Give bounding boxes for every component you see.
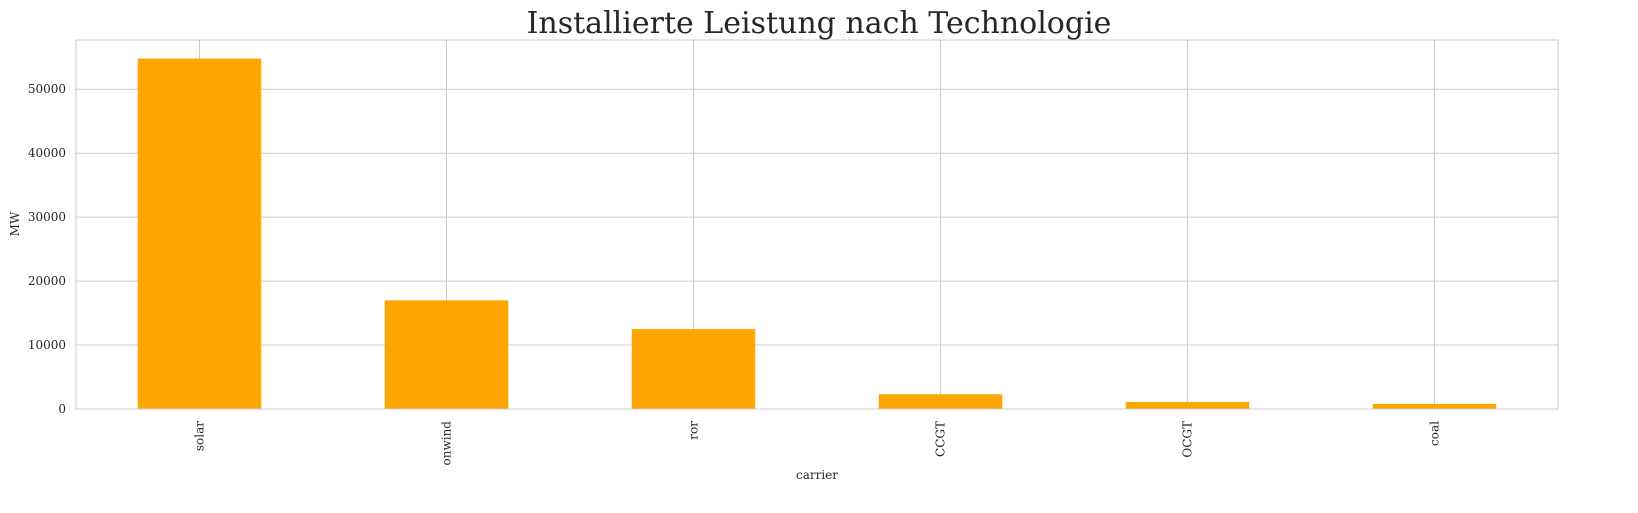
x-tick-label: onwind bbox=[440, 421, 454, 466]
x-tick-label: OCGT bbox=[1181, 421, 1195, 458]
bar-coal bbox=[1372, 403, 1497, 409]
x-tick-label: solar bbox=[193, 421, 207, 451]
y-tick-label: 10000 bbox=[28, 338, 66, 352]
x-axis-label: carrier bbox=[796, 468, 838, 482]
bar-CCGT bbox=[878, 394, 1003, 409]
y-tick-label: 50000 bbox=[28, 82, 66, 96]
bar-ror bbox=[631, 329, 756, 409]
grid bbox=[76, 40, 1558, 410]
x-tick-labels: solar onwind ror CCGT OCGT coal bbox=[193, 421, 1442, 466]
y-axis-label: MW bbox=[8, 211, 22, 236]
bar-OCGT bbox=[1125, 401, 1250, 409]
chart-title: Installierte Leistung nach Technologie bbox=[527, 6, 1112, 41]
y-tick-labels: 0 10000 20000 30000 40000 50000 bbox=[28, 82, 66, 416]
bar-onwind bbox=[384, 300, 509, 409]
x-tick-label: ror bbox=[687, 421, 701, 440]
x-tick-label: coal bbox=[1428, 421, 1442, 446]
bars bbox=[137, 58, 1497, 409]
x-tick-label: CCGT bbox=[934, 421, 948, 457]
y-tick-label: 20000 bbox=[28, 274, 66, 288]
y-tick-label: 30000 bbox=[28, 210, 66, 224]
bar-solar bbox=[137, 58, 262, 409]
plot-frame bbox=[75, 39, 1559, 410]
y-tick-label: 40000 bbox=[28, 146, 66, 160]
y-tick-label: 0 bbox=[58, 402, 66, 416]
